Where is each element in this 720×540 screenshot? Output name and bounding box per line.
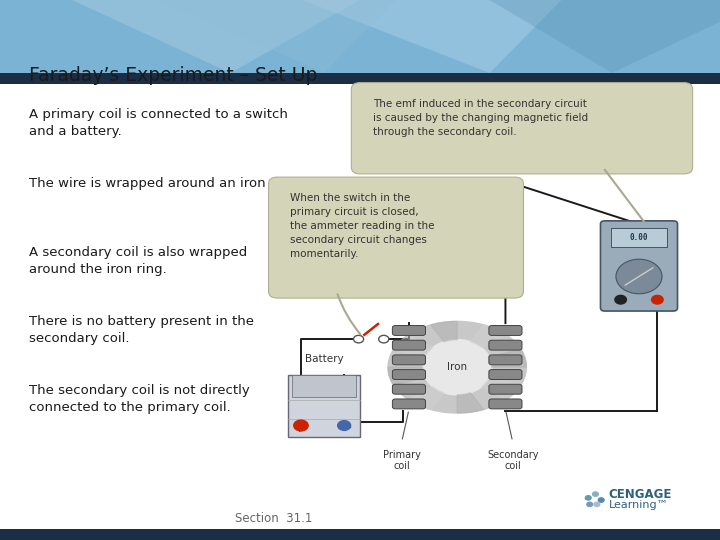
- Text: A secondary coil is also wrapped
around the iron ring.: A secondary coil is also wrapped around …: [29, 246, 247, 276]
- Text: −: −: [342, 422, 353, 435]
- Polygon shape: [388, 321, 526, 413]
- Text: Learning™: Learning™: [608, 500, 668, 510]
- Text: Section  31.1: Section 31.1: [235, 512, 312, 525]
- FancyBboxPatch shape: [351, 83, 693, 174]
- Text: When the switch in the
primary circuit is closed,
the ammeter reading in the
sec: When the switch in the primary circuit i…: [290, 193, 435, 259]
- Circle shape: [615, 295, 626, 304]
- FancyBboxPatch shape: [489, 355, 522, 365]
- Text: Primary
coil: Primary coil: [383, 450, 420, 471]
- Circle shape: [587, 502, 593, 507]
- Text: CENGAGE: CENGAGE: [608, 488, 672, 501]
- Circle shape: [354, 335, 364, 343]
- FancyBboxPatch shape: [392, 326, 426, 335]
- Circle shape: [585, 496, 591, 500]
- FancyBboxPatch shape: [600, 221, 678, 311]
- FancyBboxPatch shape: [288, 375, 360, 437]
- FancyBboxPatch shape: [489, 326, 522, 335]
- Circle shape: [379, 335, 389, 343]
- Text: There is no battery present in the
secondary coil.: There is no battery present in the secon…: [29, 315, 254, 345]
- Text: Battery: Battery: [305, 354, 343, 364]
- FancyBboxPatch shape: [392, 369, 426, 380]
- Bar: [0, 529, 720, 540]
- Polygon shape: [490, 0, 720, 73]
- FancyBboxPatch shape: [292, 375, 356, 397]
- Polygon shape: [482, 378, 521, 400]
- Circle shape: [594, 502, 600, 507]
- Circle shape: [616, 259, 662, 294]
- FancyBboxPatch shape: [269, 177, 523, 298]
- Polygon shape: [423, 340, 492, 395]
- Bar: [0, 0, 720, 73]
- Text: 0.00: 0.00: [630, 233, 648, 242]
- Polygon shape: [158, 0, 396, 73]
- FancyBboxPatch shape: [611, 228, 667, 247]
- Circle shape: [593, 492, 598, 496]
- Text: Faraday’s Experiment – Set Up: Faraday’s Experiment – Set Up: [29, 66, 318, 85]
- Polygon shape: [72, 0, 360, 73]
- FancyBboxPatch shape: [392, 399, 426, 409]
- FancyBboxPatch shape: [392, 340, 426, 350]
- FancyBboxPatch shape: [489, 384, 522, 394]
- Circle shape: [294, 420, 308, 431]
- Text: A primary coil is connected to a switch
and a battery.: A primary coil is connected to a switch …: [29, 108, 288, 138]
- FancyBboxPatch shape: [392, 355, 426, 365]
- Polygon shape: [470, 325, 506, 348]
- Polygon shape: [489, 350, 526, 367]
- Circle shape: [652, 295, 663, 304]
- Polygon shape: [408, 387, 444, 409]
- FancyBboxPatch shape: [392, 384, 426, 394]
- Text: Iron: Iron: [447, 362, 467, 372]
- FancyBboxPatch shape: [489, 369, 522, 380]
- Polygon shape: [388, 367, 426, 384]
- Bar: [0, 73, 720, 84]
- Polygon shape: [457, 393, 484, 413]
- FancyBboxPatch shape: [489, 399, 522, 409]
- Circle shape: [598, 498, 604, 502]
- Text: +: +: [295, 424, 305, 434]
- Polygon shape: [302, 0, 562, 73]
- Text: The emf induced in the secondary circuit
is caused by the changing magnetic fiel: The emf induced in the secondary circuit…: [373, 99, 588, 137]
- Text: The wire is wrapped around an iron ring.: The wire is wrapped around an iron ring.: [29, 177, 300, 190]
- Polygon shape: [393, 335, 433, 356]
- Text: The secondary coil is not directly
connected to the primary coil.: The secondary coil is not directly conne…: [29, 384, 250, 414]
- FancyBboxPatch shape: [489, 340, 522, 350]
- Circle shape: [338, 421, 351, 430]
- Text: Secondary
coil: Secondary coil: [487, 450, 539, 471]
- Polygon shape: [431, 321, 457, 342]
